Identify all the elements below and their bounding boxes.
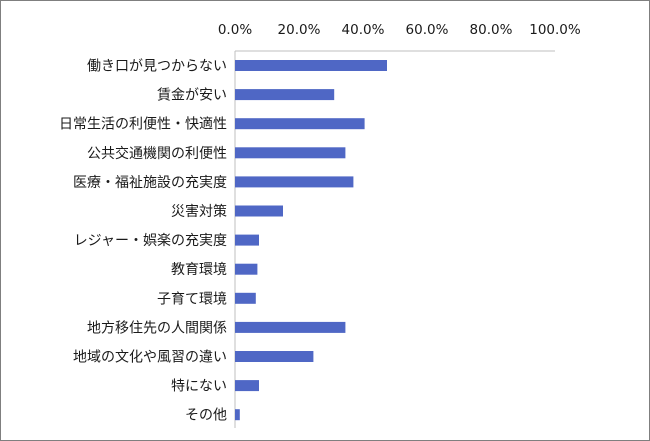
bar [235,234,259,246]
bar [235,409,240,421]
category-label: 賃金が安い [157,88,227,104]
category-label: 働き口が見つからない [87,59,227,75]
category-label: 教育環境 [171,262,227,278]
category-label: 地域の文化や風習の違い [73,350,227,366]
x-tick-label: 80.0% [470,22,513,38]
category-label: 公共交通機関の利便性 [87,145,227,162]
category-label: 特にない [171,379,227,395]
bar [235,205,283,217]
bar [235,321,346,333]
category-label: その他 [185,408,227,424]
bar [235,60,387,71]
bar [235,380,259,392]
bar [235,147,346,159]
bar [235,89,335,101]
bar [235,263,258,275]
bar [235,292,256,304]
x-tick-label: 20.0% [278,22,321,38]
category-label: 子育て環境 [157,291,227,307]
category-labels: 働き口が見つからない賃金が安い日常生活の利便性・快適性公共交通機関の利便性医療・… [59,59,227,424]
x-tick-label: 60.0% [406,22,449,38]
category-label: レジャー・娯楽の充実度 [74,233,227,249]
x-axis-tick-labels: 0.0% 20.0% 40.0% 60.0% 80.0% 100.0% [218,22,581,38]
category-label: 医療・福祉施設の充実度 [73,174,227,191]
bar [235,351,314,362]
category-label: 日常生活の利便性・快適性 [59,116,227,133]
bar [235,118,365,130]
bar [235,176,354,188]
category-label: 災害対策 [171,203,227,220]
x-tick-label: 40.0% [342,22,385,38]
category-label: 地方移住先の人間関係 [87,320,227,336]
x-tick-label: 100.0% [529,22,581,38]
bars [235,60,387,421]
x-tick-label: 0.0% [218,22,252,38]
